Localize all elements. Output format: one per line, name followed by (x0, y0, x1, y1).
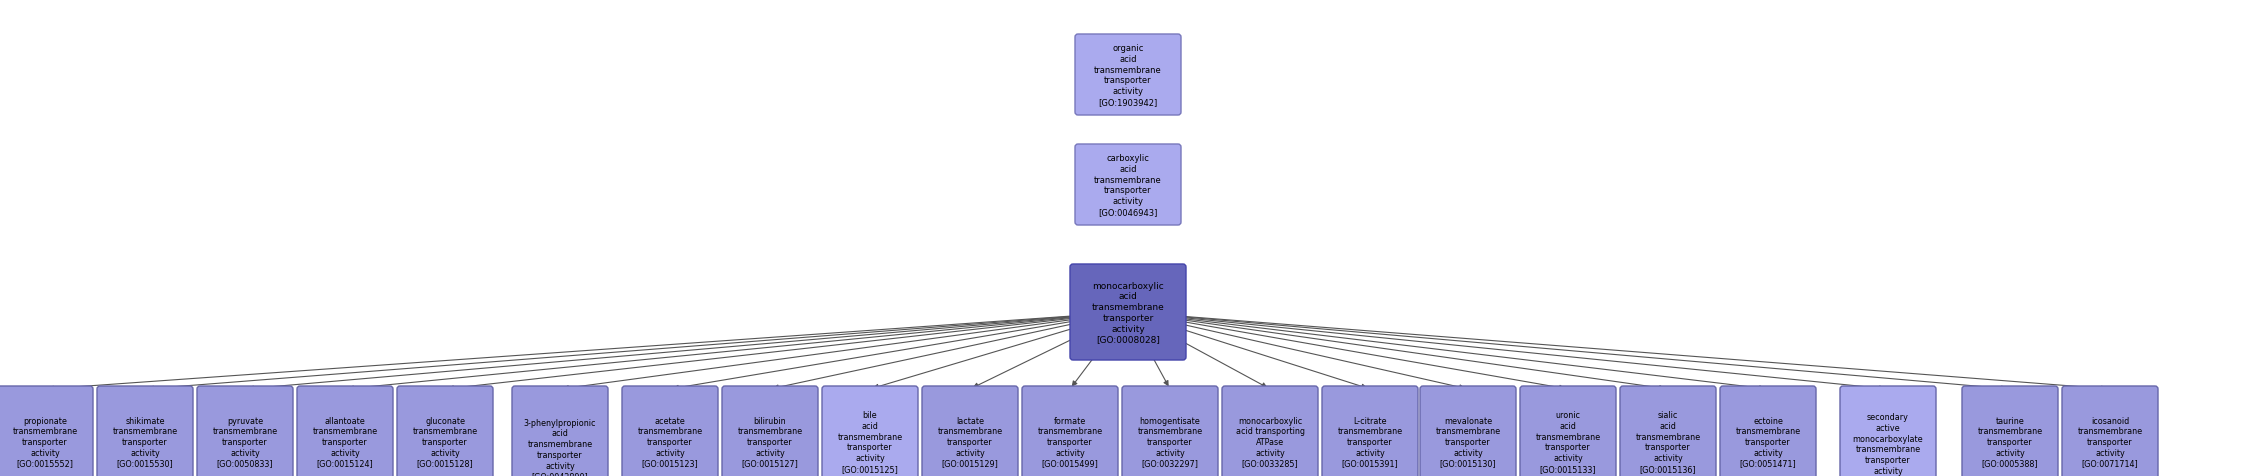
Text: 3-phenylpropionic
acid
transmembrane
transporter
activity
[GO:0042890]: 3-phenylpropionic acid transmembrane tra… (523, 418, 596, 476)
Text: pyruvate
transmembrane
transporter
activity
[GO:0050833]: pyruvate transmembrane transporter activ… (212, 416, 277, 467)
Text: L-citrate
transmembrane
transporter
activity
[GO:0015391]: L-citrate transmembrane transporter acti… (1338, 416, 1403, 467)
Text: secondary
active
monocarboxylate
transmembrane
transporter
activity
[GO:0015355]: secondary active monocarboxylate transme… (1852, 412, 1924, 476)
FancyBboxPatch shape (821, 386, 918, 476)
FancyBboxPatch shape (1963, 386, 2057, 476)
FancyBboxPatch shape (196, 386, 293, 476)
Text: homogentisate
transmembrane
transporter
activity
[GO:0032297]: homogentisate transmembrane transporter … (1137, 416, 1202, 467)
Text: carboxylic
acid
transmembrane
transporter
activity
[GO:0046943]: carboxylic acid transmembrane transporte… (1094, 154, 1162, 217)
FancyBboxPatch shape (1322, 386, 1419, 476)
Text: formate
transmembrane
transporter
activity
[GO:0015499]: formate transmembrane transporter activi… (1038, 416, 1103, 467)
Text: uronic
acid
transmembrane
transporter
activity
[GO:0015133]: uronic acid transmembrane transporter ac… (1536, 410, 1600, 473)
Text: bilirubin
transmembrane
transporter
activity
[GO:0015127]: bilirubin transmembrane transporter acti… (738, 416, 803, 467)
Text: monocarboxylic
acid transporting
ATPase
activity
[GO:0033285]: monocarboxylic acid transporting ATPase … (1236, 416, 1304, 467)
FancyBboxPatch shape (298, 386, 393, 476)
FancyBboxPatch shape (1223, 386, 1318, 476)
FancyBboxPatch shape (1121, 386, 1218, 476)
FancyBboxPatch shape (0, 386, 92, 476)
FancyBboxPatch shape (623, 386, 717, 476)
Text: organic
acid
transmembrane
transporter
activity
[GO:1903942]: organic acid transmembrane transporter a… (1094, 44, 1162, 107)
FancyBboxPatch shape (1069, 265, 1187, 360)
FancyBboxPatch shape (512, 386, 609, 476)
FancyBboxPatch shape (1719, 386, 1816, 476)
Text: propionate
transmembrane
transporter
activity
[GO:0015552]: propionate transmembrane transporter act… (14, 416, 77, 467)
Text: allantoate
transmembrane
transporter
activity
[GO:0015124]: allantoate transmembrane transporter act… (311, 416, 377, 467)
Text: mevalonate
transmembrane
transporter
activity
[GO:0015130]: mevalonate transmembrane transporter act… (1435, 416, 1500, 467)
Text: icosanoid
transmembrane
transporter
activity
[GO:0071714]: icosanoid transmembrane transporter acti… (2078, 416, 2143, 467)
FancyBboxPatch shape (397, 386, 494, 476)
FancyBboxPatch shape (1022, 386, 1119, 476)
Text: shikimate
transmembrane
transporter
activity
[GO:0015530]: shikimate transmembrane transporter acti… (113, 416, 178, 467)
FancyBboxPatch shape (97, 386, 194, 476)
Text: acetate
transmembrane
transporter
activity
[GO:0015123]: acetate transmembrane transporter activi… (638, 416, 702, 467)
FancyBboxPatch shape (923, 386, 1017, 476)
FancyBboxPatch shape (1076, 145, 1180, 226)
Text: gluconate
transmembrane
transporter
activity
[GO:0015128]: gluconate transmembrane transporter acti… (413, 416, 478, 467)
FancyBboxPatch shape (1076, 35, 1180, 116)
Text: lactate
transmembrane
transporter
activity
[GO:0015129]: lactate transmembrane transporter activi… (938, 416, 1002, 467)
Text: ectoine
transmembrane
transporter
activity
[GO:0051471]: ectoine transmembrane transporter activi… (1735, 416, 1800, 467)
FancyBboxPatch shape (1521, 386, 1615, 476)
Text: monocarboxylic
acid
transmembrane
transporter
activity
[GO:0008028]: monocarboxylic acid transmembrane transp… (1092, 281, 1164, 344)
FancyBboxPatch shape (2062, 386, 2159, 476)
FancyBboxPatch shape (1620, 386, 1717, 476)
Text: sialic
acid
transmembrane
transporter
activity
[GO:0015136]: sialic acid transmembrane transporter ac… (1636, 410, 1701, 473)
FancyBboxPatch shape (1419, 386, 1516, 476)
Text: bile
acid
transmembrane
transporter
activity
[GO:0015125]: bile acid transmembrane transporter acti… (837, 410, 902, 473)
Text: taurine
transmembrane
transporter
activity
[GO:0005388]: taurine transmembrane transporter activi… (1979, 416, 2042, 467)
FancyBboxPatch shape (1841, 386, 1936, 476)
FancyBboxPatch shape (722, 386, 819, 476)
